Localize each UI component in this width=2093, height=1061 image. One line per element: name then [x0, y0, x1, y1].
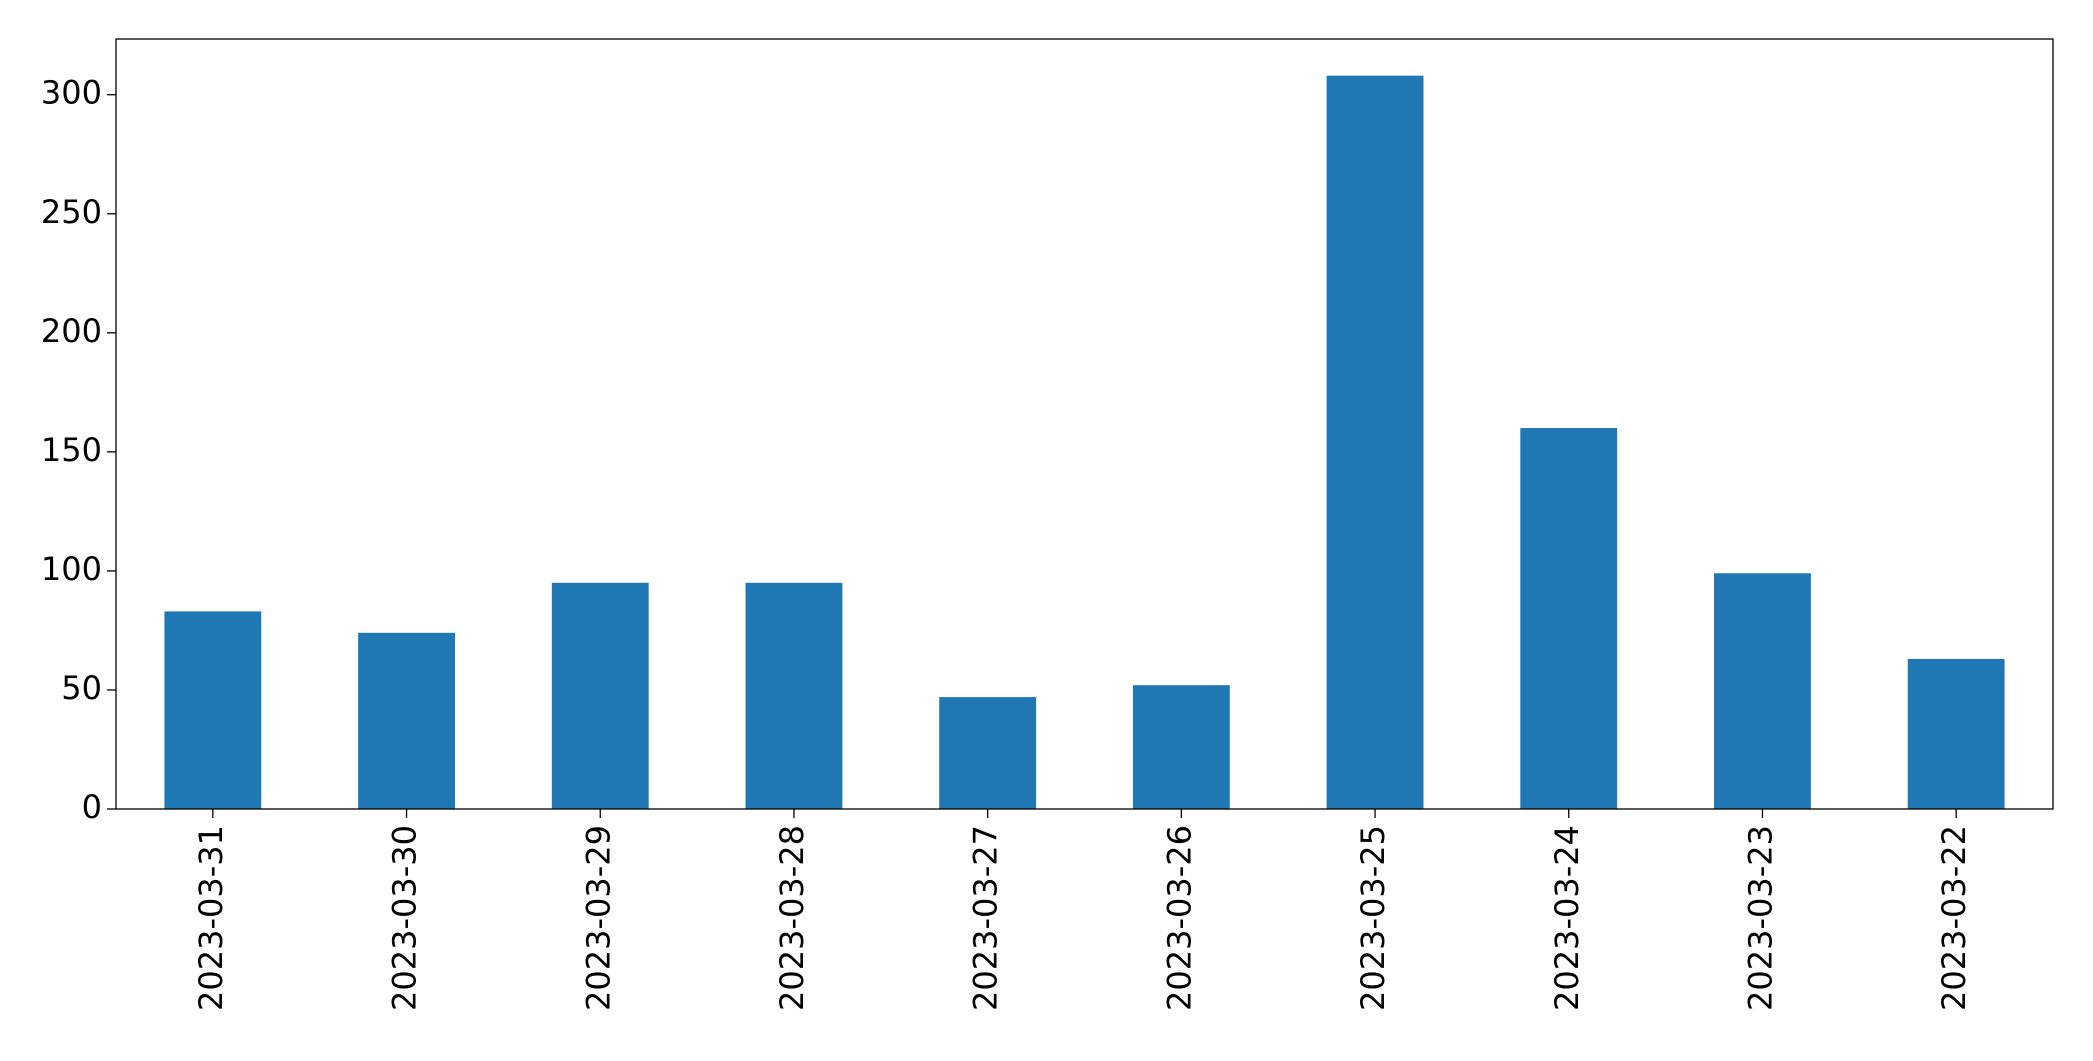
- y-tick-label: 150: [41, 431, 102, 469]
- x-tick-label: 2023-03-29: [579, 825, 617, 1011]
- x-tick-label: 2023-03-24: [1548, 825, 1586, 1011]
- x-tick-label: 2023-03-23: [1741, 825, 1779, 1011]
- x-tick-label: 2023-03-22: [1935, 825, 1973, 1011]
- bar: [164, 611, 262, 809]
- bar: [745, 582, 843, 809]
- bar: [939, 697, 1037, 809]
- x-tick-label: 2023-03-28: [773, 825, 811, 1011]
- bar: [551, 582, 649, 809]
- bar: [1907, 659, 2005, 809]
- y-tick-label: 250: [41, 193, 102, 231]
- y-tick-label: 0: [82, 788, 102, 826]
- bar: [358, 632, 455, 809]
- bar: [1132, 685, 1230, 809]
- plot-frame: [115, 38, 2054, 810]
- bar: [1520, 428, 1618, 809]
- y-tick-label: 100: [41, 550, 102, 588]
- bar: [1714, 573, 1811, 809]
- x-tick-label: 2023-03-26: [1160, 825, 1198, 1011]
- x-tick-label: 2023-03-25: [1354, 825, 1392, 1011]
- bar: [1326, 75, 1424, 809]
- x-tick-label: 2023-03-30: [386, 825, 424, 1011]
- y-tick-label: 50: [61, 669, 102, 707]
- y-tick-label: 300: [41, 74, 102, 112]
- y-tick-label: 200: [41, 312, 102, 350]
- x-tick-label: 2023-03-27: [967, 825, 1005, 1011]
- x-tick-label: 2023-03-31: [192, 825, 230, 1011]
